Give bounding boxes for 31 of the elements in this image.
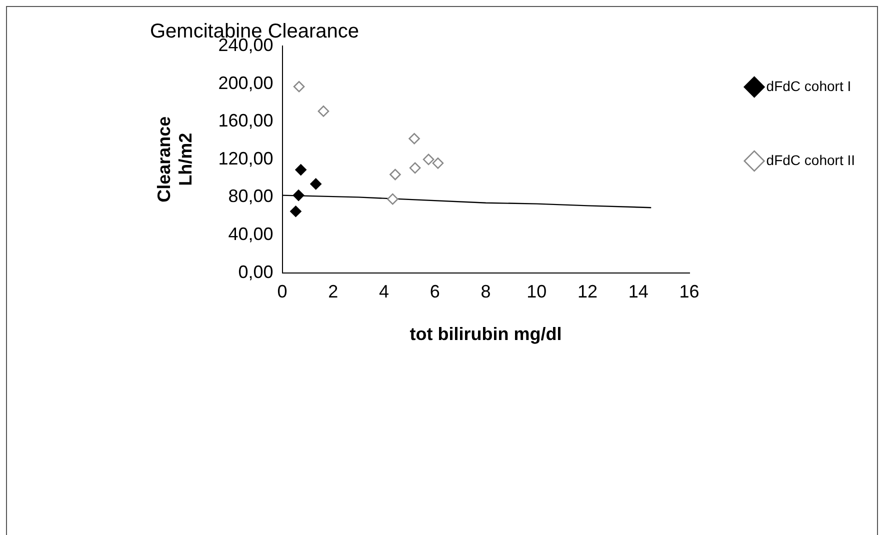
x-axis-title: tot bilirubin mg/dl: [410, 324, 562, 344]
x-tick-label: 6: [430, 282, 440, 302]
point: [310, 178, 322, 190]
legend-label: dFdC cohort II: [766, 152, 855, 168]
point: [290, 206, 302, 218]
point: [409, 162, 421, 174]
x-tick-label: 10: [526, 282, 547, 302]
point: [432, 158, 444, 169]
x-tick-label: 0: [277, 282, 288, 302]
point: [295, 164, 306, 176]
x-tick-label: 8: [480, 282, 491, 302]
point: [292, 190, 304, 201]
y-tick-label: 120,00: [218, 148, 274, 168]
point: [390, 168, 401, 180]
y-tick-label: 200,00: [218, 72, 274, 93]
y-tick-label: 40,00: [228, 224, 274, 244]
x-tick-label: 16: [679, 282, 700, 302]
x-tick-label: 12: [578, 282, 598, 302]
point: [387, 193, 398, 205]
x-tick-label: 14: [628, 282, 648, 302]
y-tick-label: 0,00: [238, 262, 274, 282]
x-tick-label: 2: [328, 282, 338, 302]
point: [422, 154, 434, 166]
y-tick-label: 160,00: [218, 110, 274, 131]
point: [408, 132, 420, 144]
y-tick-label: 80,00: [228, 186, 274, 206]
x-tick-label: 4: [379, 282, 390, 302]
legend-label: dFdC cohort I: [766, 78, 852, 94]
y-axis-title: Clearance Lh/m2: [154, 116, 196, 202]
point: [293, 80, 305, 92]
point: [318, 106, 330, 117]
